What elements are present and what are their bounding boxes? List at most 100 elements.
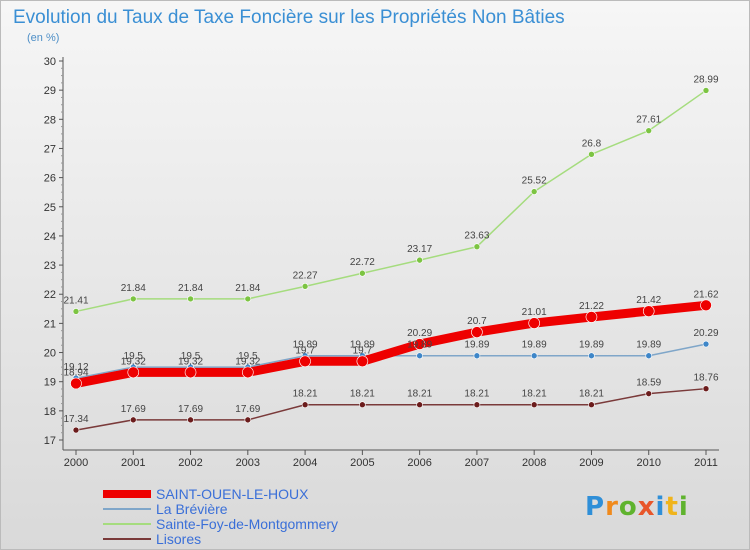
data-point	[301, 401, 309, 409]
data-label: 19.89	[350, 340, 375, 351]
data-point	[72, 308, 80, 315]
y-tick-label: 27	[44, 143, 56, 155]
x-tick-label: 2000	[64, 457, 88, 469]
proxiti-logo: Proxiti	[585, 492, 689, 522]
y-tick-label: 26	[44, 173, 56, 185]
data-label: 18.21	[522, 389, 547, 400]
data-label: 18.21	[350, 389, 375, 400]
data-label: 21.01	[522, 307, 547, 318]
data-point	[645, 127, 653, 134]
data-point	[129, 416, 137, 424]
data-label: 22.27	[293, 270, 318, 281]
y-tick-label: 18	[44, 406, 56, 418]
y-tick-label: 19	[44, 377, 56, 389]
series-line	[71, 300, 711, 388]
logo-letter: t	[665, 492, 679, 522]
x-tick-label: 2011	[694, 457, 718, 469]
logo-letter: i	[655, 492, 666, 522]
data-label: 19.5	[124, 351, 144, 362]
logo-letter: r	[605, 492, 619, 522]
data-label: 18.21	[407, 389, 432, 400]
data-point	[242, 366, 254, 379]
data-point	[301, 283, 309, 290]
logo-letter: o	[618, 492, 638, 522]
logo-letter: i	[678, 492, 689, 522]
data-label: 23.63	[464, 231, 489, 242]
axes: 17 18 19 20 21 22 23 24 25 26 27 28 29 30 2000 2001 2002…	[44, 56, 719, 469]
data-label: 19.7	[353, 345, 373, 356]
x-tick-label: 2003	[236, 457, 260, 469]
logo-letter: x	[637, 492, 656, 522]
y-tick-label: 22	[44, 289, 56, 301]
x-tick-label: 2010	[636, 457, 660, 469]
data-label: 19.5	[181, 351, 201, 362]
data-label: 21.22	[579, 301, 604, 312]
chart-title: Evolution du Taux de Taxe Foncière sur l…	[13, 7, 565, 28]
data-label: 19.89	[293, 340, 318, 351]
data-point	[129, 295, 137, 303]
series-line	[75, 387, 707, 431]
logo-letter: P	[585, 492, 606, 522]
data-point	[473, 352, 481, 360]
data-label: 21.62	[693, 289, 718, 300]
data-point	[471, 326, 483, 338]
data-label: 17.69	[235, 404, 260, 415]
x-tick-label: 2009	[579, 457, 603, 469]
data-label: 22.72	[350, 257, 375, 268]
data-point	[187, 295, 194, 303]
data-label: 25.52	[522, 176, 547, 187]
data-label: 19.32	[178, 356, 203, 367]
data-point	[359, 401, 366, 409]
x-tick-label: 2008	[522, 457, 546, 469]
legend-entry: SAINT-OUEN-LE-HOUX	[156, 486, 309, 502]
data-label: 19.32	[121, 356, 146, 367]
data-label: 17.69	[178, 404, 203, 415]
data-labels: 18.94 19.32 19.32 19.32 19.7 19.7 20.29 20.7 21.…	[63, 74, 718, 425]
y-tick-label: 25	[44, 202, 56, 214]
data-label: 19.89	[407, 340, 432, 351]
x-tick-label: 2002	[178, 457, 202, 469]
data-point	[187, 416, 194, 424]
y-tick-label: 17	[44, 435, 56, 447]
data-point	[645, 352, 653, 360]
data-label: 26.8	[582, 138, 602, 149]
data-label: 18.76	[693, 373, 718, 384]
data-label: 19.5	[238, 351, 258, 362]
data-point	[530, 401, 538, 409]
data-label: 21.84	[235, 283, 260, 294]
legend-entry: Lisores	[156, 531, 201, 547]
data-point	[413, 338, 426, 350]
data-label: 18.59	[636, 378, 661, 389]
data-label: 17.34	[63, 414, 88, 425]
data-point	[473, 243, 481, 251]
y-tick-label: 30	[44, 56, 56, 68]
x-tick-label: 2005	[350, 457, 374, 469]
data-point	[700, 299, 712, 312]
unit-label: (en %)	[27, 32, 59, 44]
data-point	[416, 256, 423, 264]
data-label: 18.21	[293, 389, 318, 400]
data-point	[416, 401, 423, 409]
data-label: 19.7	[295, 345, 315, 356]
data-point	[588, 150, 595, 158]
y-tick-label: 21	[44, 318, 56, 330]
data-label: 21.42	[636, 295, 661, 306]
data-point	[299, 355, 311, 368]
data-point	[70, 377, 82, 390]
data-point	[702, 385, 710, 392]
x-tick-label: 2007	[465, 457, 489, 469]
data-label: 19.89	[579, 340, 604, 351]
x-tick-label: 2006	[407, 457, 431, 469]
data-point	[359, 269, 366, 277]
data-point	[530, 352, 538, 360]
data-label: 21.41	[63, 295, 88, 306]
legend-entry: La Brévière	[156, 501, 228, 517]
data-point	[588, 401, 595, 409]
y-tick-label: 29	[44, 85, 56, 97]
data-point	[184, 366, 197, 379]
data-label: 18.21	[464, 389, 489, 400]
data-label: 21.84	[121, 283, 146, 294]
data-point	[244, 416, 252, 424]
